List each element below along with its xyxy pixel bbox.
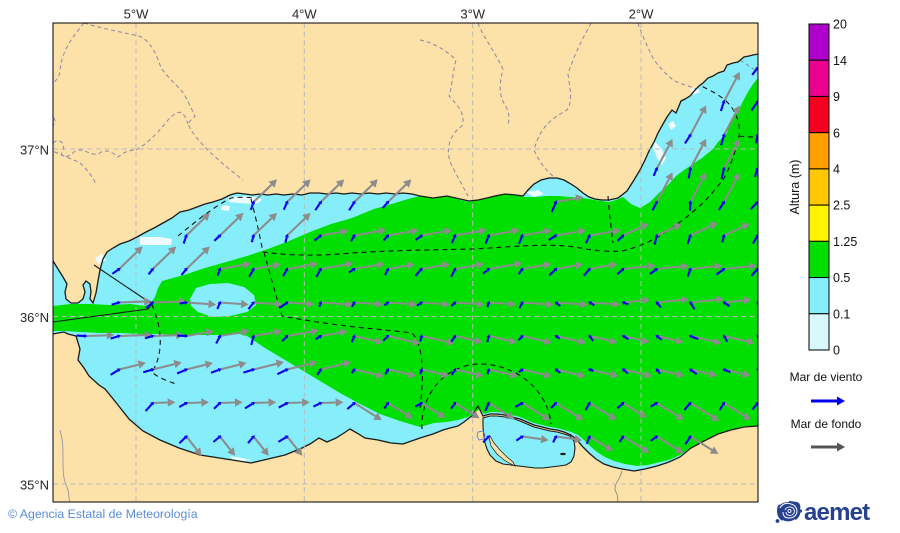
svg-text:37°N: 37°N <box>20 142 49 157</box>
svg-text:© Agencia Estatal de Meteorolo: © Agencia Estatal de Meteorología <box>8 507 198 521</box>
svg-text:4°W: 4°W <box>292 7 317 22</box>
svg-text:0.5: 0.5 <box>833 271 850 285</box>
svg-text:aemet: aemet <box>804 499 870 526</box>
svg-text:35°N: 35°N <box>20 477 49 492</box>
svg-text:6: 6 <box>833 126 840 140</box>
svg-text:0.1: 0.1 <box>833 307 850 321</box>
svg-text:4: 4 <box>833 163 840 177</box>
svg-text:Mar de fondo: Mar de fondo <box>791 417 862 431</box>
svg-text:9: 9 <box>833 90 840 104</box>
svg-text:0: 0 <box>833 344 840 358</box>
svg-text:2.5: 2.5 <box>833 199 850 213</box>
svg-text:20: 20 <box>833 18 847 32</box>
svg-text:Mar de viento: Mar de viento <box>790 370 863 384</box>
svg-text:1.25: 1.25 <box>833 235 857 249</box>
svg-text:Altura (m): Altura (m) <box>788 160 802 215</box>
svg-text:5°W: 5°W <box>124 7 149 22</box>
svg-text:2°W: 2°W <box>629 7 654 22</box>
svg-text:14: 14 <box>833 54 847 68</box>
svg-text:3°W: 3°W <box>460 7 485 22</box>
svg-text:36°N: 36°N <box>20 310 49 325</box>
